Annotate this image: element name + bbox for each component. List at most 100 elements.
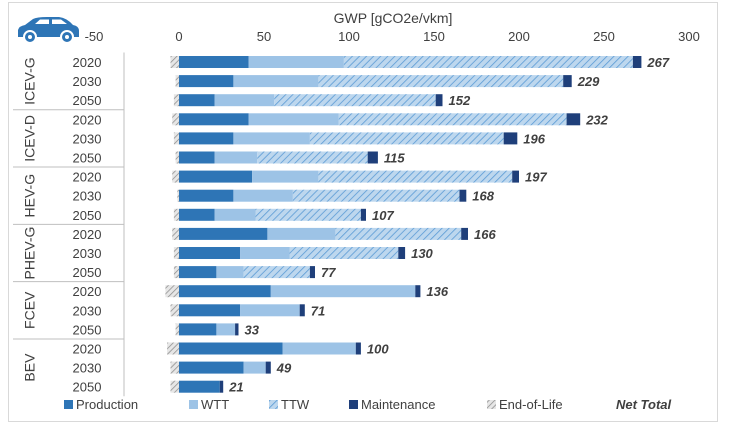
bar-segment-ttw: [338, 113, 567, 126]
net-total-label: 229: [577, 74, 600, 89]
bar-segment-wtt: [240, 247, 290, 259]
group-label: ICEV-G: [22, 57, 38, 104]
x-tick-label: 200: [508, 29, 530, 44]
legend-swatch: [269, 400, 278, 409]
legend-label-net-total: Net Total: [616, 397, 672, 412]
bar-segment-wtt: [248, 113, 339, 126]
bar-segment-maintenance: [360, 208, 366, 221]
net-total-label: 196: [523, 131, 545, 146]
net-total-label: 107: [372, 208, 394, 223]
bar-segment-wtt: [233, 75, 319, 88]
x-tick-label: 300: [678, 29, 700, 44]
group-label: HEV-G: [22, 174, 38, 218]
bar-segment-ttw: [335, 227, 462, 240]
net-total-label: 267: [646, 55, 669, 70]
category-axis: ICEV-G 2020 2030 2050 ICEV-D 2020 2030 2050 HEV-…: [13, 52, 125, 397]
bar-segment-production: [179, 380, 220, 393]
legend-label: End-of-Life: [499, 397, 563, 412]
bar-segment-wtt: [243, 361, 266, 374]
year-label: 2030: [73, 74, 102, 89]
bar-segment-end-of-life: [173, 266, 179, 279]
legend-label: WTT: [201, 397, 229, 412]
bar-area: 267 229 152 232 196 115 197 168 107 166 130 77 136 71…: [165, 55, 670, 395]
year-label: 2050: [73, 208, 102, 223]
year-label: 2020: [73, 55, 102, 70]
bar-segment-ttw: [318, 75, 564, 88]
x-axis: -50 0 50 100 150 200 250 300: [85, 29, 700, 44]
bar-segment-maintenance: [265, 361, 271, 374]
year-label: 2030: [73, 361, 102, 376]
bar-segment-end-of-life: [165, 285, 179, 298]
bar-segment-ttw: [292, 189, 460, 202]
bar-segment-wtt: [282, 342, 356, 355]
bar-segment-production: [179, 113, 249, 126]
bar-segment-maintenance: [309, 266, 315, 279]
bar-segment-maintenance: [398, 247, 406, 259]
bar-segment-maintenance: [503, 132, 518, 145]
net-total-label: 49: [276, 361, 292, 376]
year-label: 2020: [73, 227, 102, 242]
net-total-label: 168: [472, 189, 494, 204]
bar-segment-production: [179, 132, 234, 145]
bar-segment-production: [179, 189, 234, 202]
net-total-label: 136: [426, 284, 448, 299]
bar-segment-end-of-life: [173, 94, 179, 107]
bar-segment-end-of-life: [170, 56, 179, 68]
year-label: 2050: [73, 265, 102, 280]
legend-swatch: [189, 400, 198, 409]
x-axis-title: GWP [gCO2e/vkm]: [334, 10, 453, 26]
year-label: 2030: [73, 246, 102, 261]
bar-segment-end-of-life: [172, 113, 179, 126]
year-label: 2050: [73, 322, 102, 337]
bar-segment-maintenance: [563, 75, 572, 88]
bar-segment-end-of-life: [170, 304, 179, 317]
bar-segment-end-of-life: [175, 323, 179, 336]
x-tick-label: 250: [593, 29, 615, 44]
bar-segment-end-of-life: [170, 380, 179, 393]
bar-segment-production: [179, 266, 217, 279]
bar-segment-maintenance: [459, 189, 467, 202]
bar-segment-end-of-life: [170, 361, 179, 374]
bar-segment-ttw: [343, 56, 633, 68]
bar-segment-ttw: [243, 266, 310, 279]
bar-segment-ttw: [274, 94, 436, 107]
x-tick-label: -50: [85, 29, 104, 44]
group-label: PHEV-G: [22, 227, 38, 280]
car-icon: [18, 17, 79, 44]
year-label: 2020: [73, 112, 102, 127]
bar-segment-end-of-life: [173, 132, 179, 145]
year-label: 2050: [73, 380, 102, 395]
net-total-label: 71: [311, 303, 325, 318]
bar-segment-wtt: [267, 227, 336, 240]
bar-segment-wtt: [270, 285, 416, 298]
net-total-label: 166: [474, 227, 496, 242]
bar-segment-production: [179, 75, 234, 88]
bar-segment-wtt: [216, 266, 244, 279]
net-total-label: 33: [245, 322, 260, 337]
bar-segment-maintenance: [461, 227, 468, 240]
bar-segment-end-of-life: [173, 247, 179, 259]
x-tick-label: 150: [423, 29, 445, 44]
group-label: BEV: [22, 353, 38, 382]
bar-segment-production: [179, 208, 215, 221]
legend-swatch: [487, 400, 496, 409]
bar-segment-ttw: [309, 132, 504, 145]
bar-segment-ttw: [255, 208, 361, 221]
bar-segment-maintenance: [219, 380, 224, 393]
legend: Production WTT TTW Maintenance End-of-Life Ne…: [64, 397, 672, 412]
bar-segment-wtt: [233, 132, 310, 145]
legend-swatch: [349, 400, 358, 409]
net-total-label: 197: [525, 170, 547, 185]
bar-segment-maintenance: [415, 285, 421, 298]
x-tick-label: 50: [257, 29, 271, 44]
bar-segment-wtt: [214, 208, 256, 221]
net-total-label: 152: [449, 93, 471, 108]
bar-segment-wtt: [240, 304, 300, 317]
bar-segment-production: [179, 227, 268, 240]
year-label: 2050: [73, 151, 102, 166]
net-total-label: 115: [384, 151, 405, 166]
bar-segment-wtt: [233, 189, 293, 202]
year-label: 2020: [73, 284, 102, 299]
legend-label: TTW: [281, 397, 310, 412]
bar-segment-maintenance: [566, 113, 581, 126]
